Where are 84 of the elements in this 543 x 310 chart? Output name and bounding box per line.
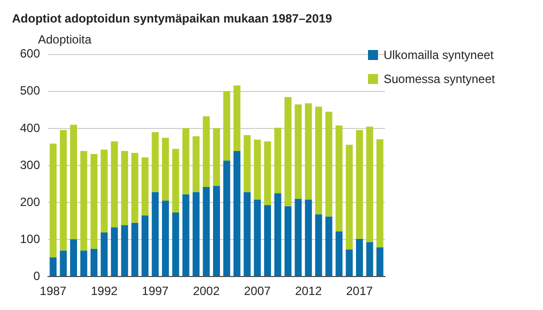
bar (131, 222, 138, 276)
bar (202, 186, 210, 276)
legend-label: Ulkomailla syntyneet (384, 48, 494, 62)
y-tick-label: 0 (33, 268, 40, 283)
bar (304, 200, 312, 276)
bar (223, 91, 230, 161)
bar (90, 248, 98, 276)
bar (182, 194, 190, 276)
bar (70, 124, 78, 240)
bar (356, 238, 363, 276)
bar (182, 128, 190, 194)
y-tick-label: 500 (20, 84, 40, 98)
bar (60, 250, 67, 276)
bar (142, 215, 149, 276)
bar (274, 128, 282, 194)
bar (121, 225, 128, 276)
bar (315, 214, 322, 276)
bar (254, 200, 261, 276)
bar (315, 106, 322, 214)
bar (100, 150, 108, 233)
chart-title: Adoptiot adoptoidun syntymäpaikan mukaan 1987–2019 (12, 12, 332, 26)
bar (376, 247, 384, 276)
bar (110, 227, 118, 276)
bar (244, 135, 251, 192)
legend-label: Suomessa syntyneet (384, 72, 495, 86)
bar (131, 152, 138, 223)
bar (233, 151, 240, 276)
bar (336, 231, 343, 276)
bar (142, 157, 149, 216)
bar (294, 198, 302, 276)
x-tick-label: 1992 (90, 284, 118, 298)
bar (90, 154, 98, 249)
bar (284, 206, 292, 276)
bar (192, 192, 200, 276)
y-tick-label: 200 (20, 194, 40, 209)
bar (254, 140, 261, 200)
bar (264, 141, 272, 206)
y-tick-label: 300 (20, 158, 40, 172)
bar (172, 212, 180, 276)
x-tick-label: 1987 (40, 284, 67, 298)
bar (274, 193, 282, 276)
bar (366, 126, 374, 242)
bar (192, 136, 200, 192)
y-tick-label: 400 (20, 120, 40, 135)
x-tick-label: 1997 (142, 284, 169, 298)
bar (60, 130, 67, 251)
bar (233, 86, 240, 152)
y-axis-title: Adoptioita (38, 32, 92, 47)
bar (162, 138, 169, 201)
bar (325, 112, 332, 217)
x-tick-label: 2002 (192, 284, 220, 298)
bar (336, 126, 343, 232)
bar (80, 151, 88, 251)
bar (346, 250, 353, 276)
bar (100, 232, 108, 276)
bar (162, 200, 169, 276)
bar (202, 116, 210, 187)
bar (152, 192, 159, 276)
bar (356, 130, 363, 239)
x-tick-label: 2007 (244, 284, 272, 298)
bar (70, 239, 78, 276)
bar (223, 160, 230, 276)
bar (376, 139, 384, 248)
bar (284, 96, 292, 206)
bar (172, 148, 180, 213)
bar (50, 144, 57, 258)
bar (264, 205, 272, 276)
x-tick-label: 2012 (295, 284, 322, 298)
bar (346, 144, 353, 250)
bar (152, 132, 159, 192)
x-tick-label: 2017 (346, 284, 374, 298)
bar (213, 186, 220, 276)
bar (110, 141, 118, 228)
bar (304, 103, 312, 200)
bar (325, 216, 332, 276)
y-tick-label: 100 (20, 232, 40, 246)
bar (366, 242, 374, 276)
y-tick-label: 600 (20, 46, 40, 61)
bar (213, 128, 220, 186)
bar (244, 192, 251, 276)
bar (121, 151, 128, 226)
bar (50, 257, 57, 276)
bar (294, 104, 302, 199)
bar (80, 250, 88, 276)
